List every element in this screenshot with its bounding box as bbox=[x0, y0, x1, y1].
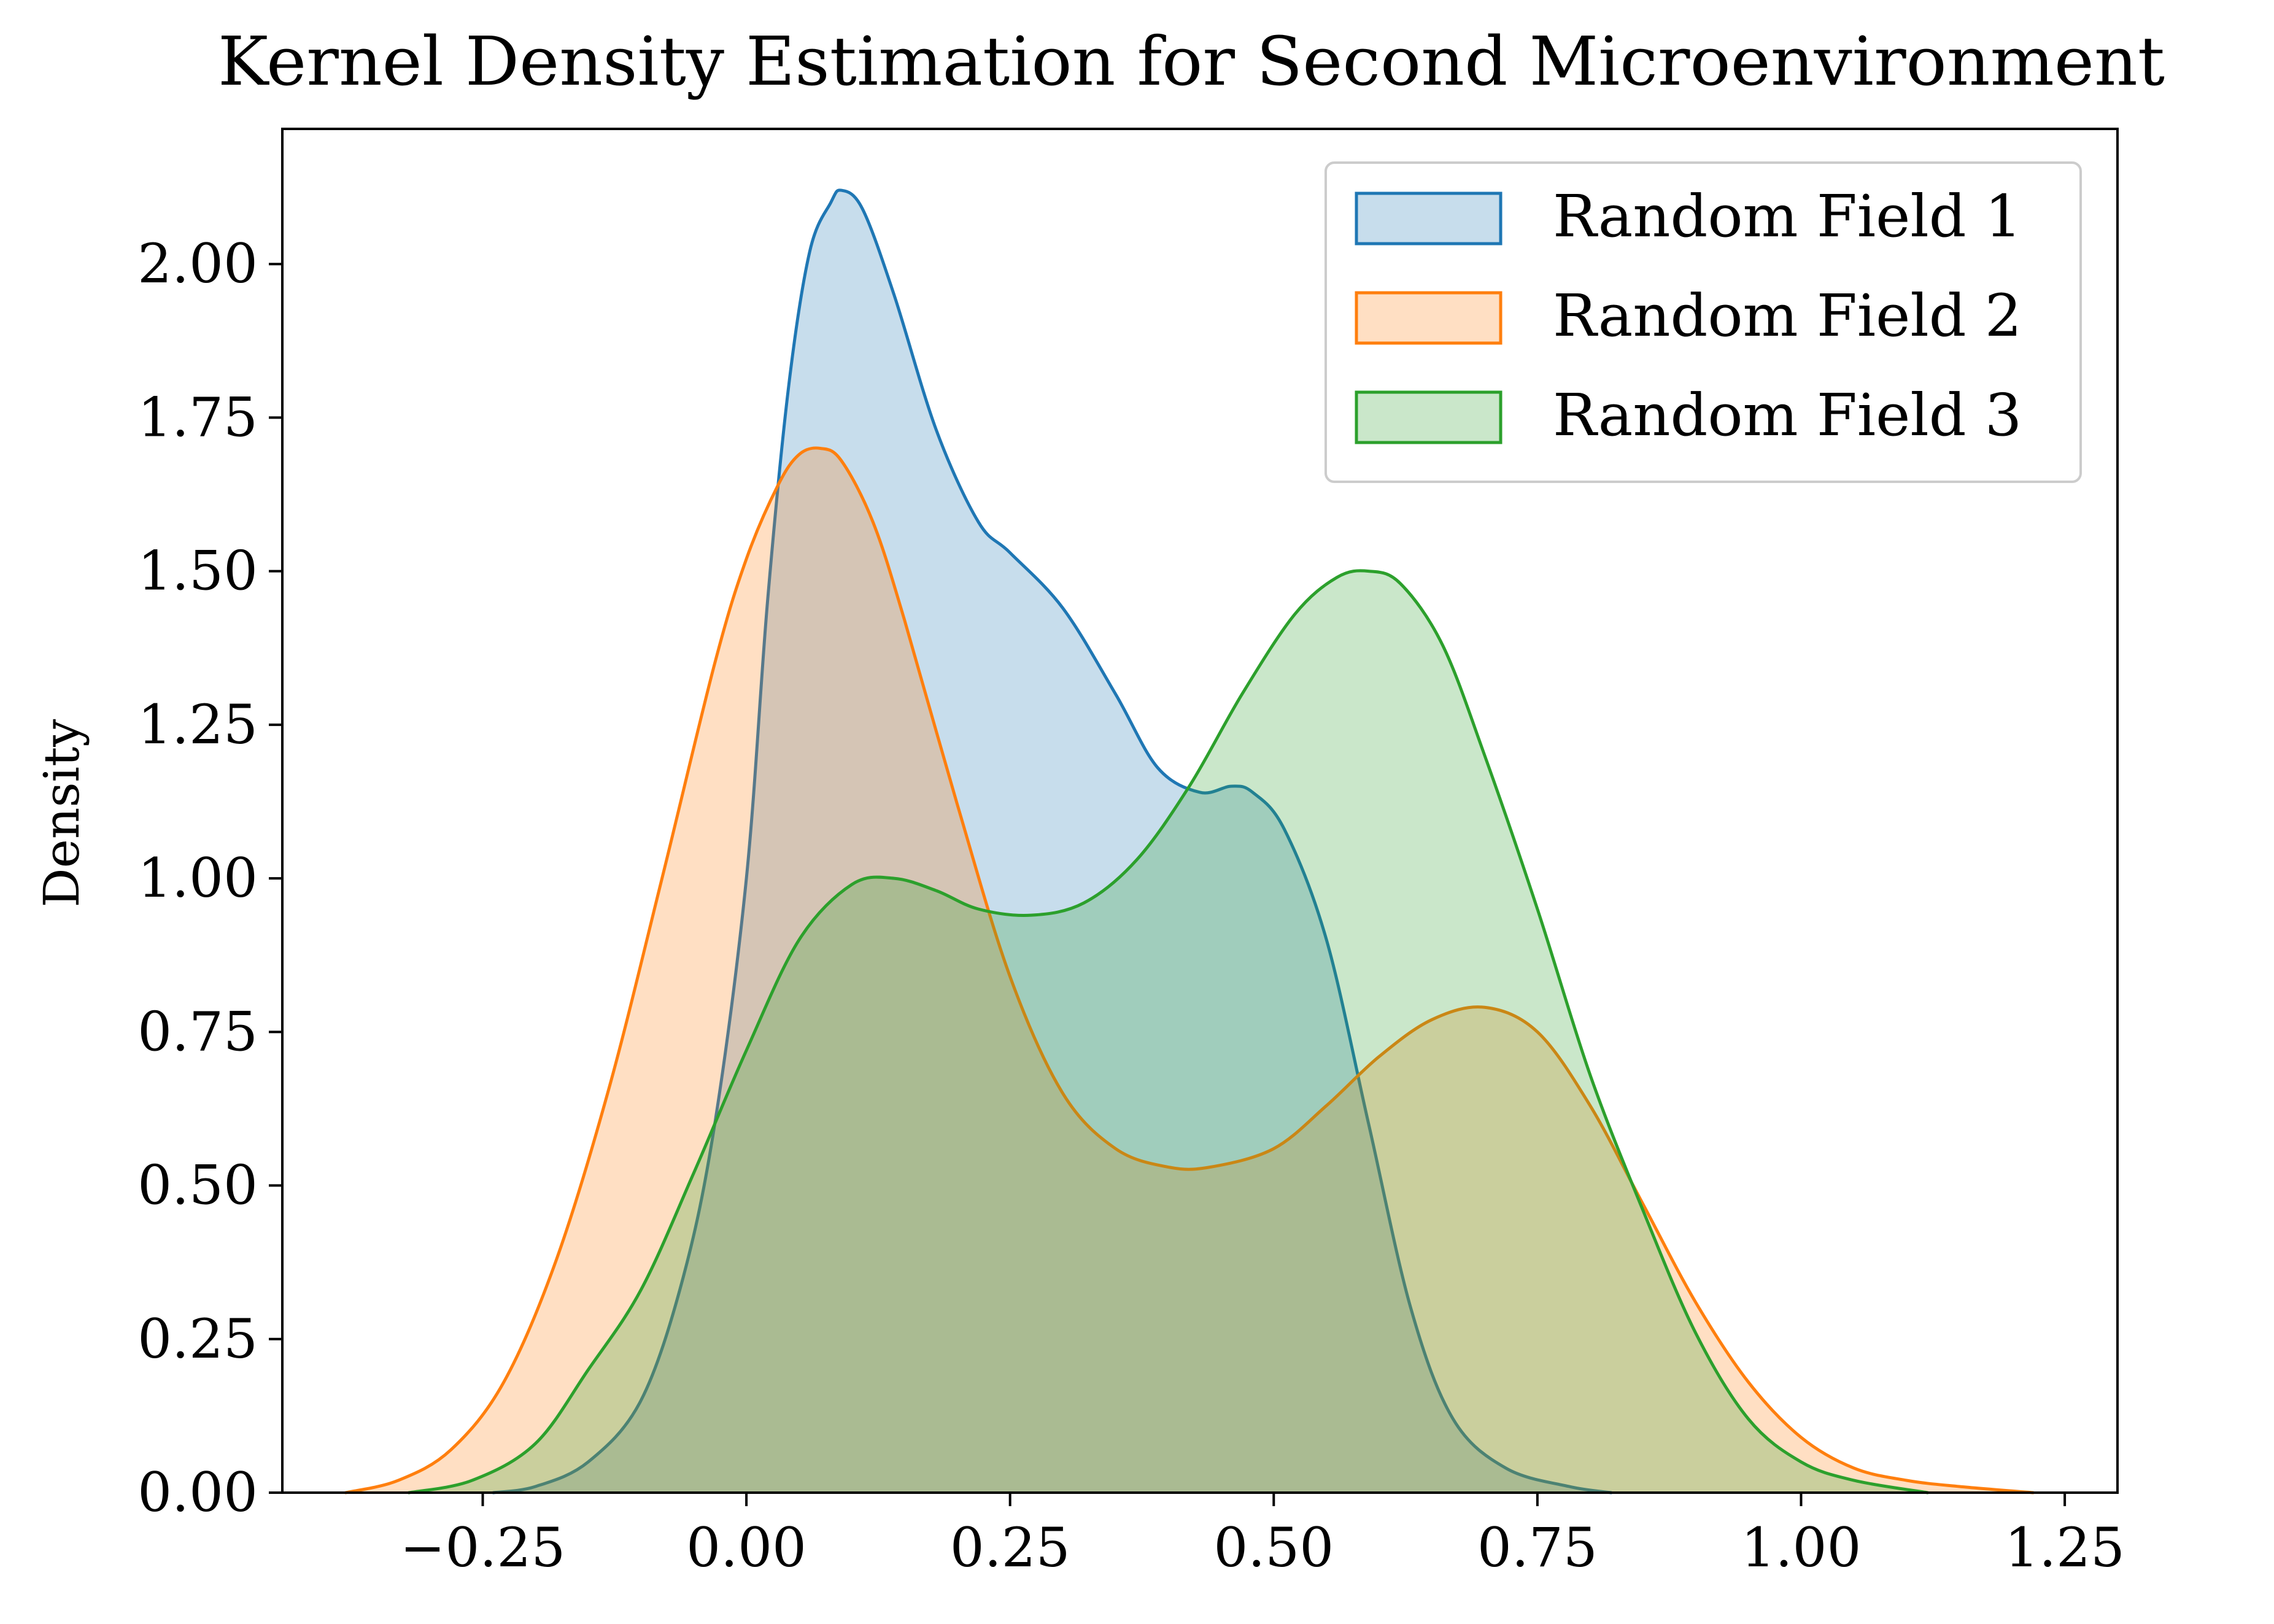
series-layer bbox=[344, 188, 2035, 1494]
y-tick-label: 1.75 bbox=[137, 385, 258, 449]
y-tick-label: 1.00 bbox=[137, 846, 258, 910]
chart-title: Kernel Density Estimation for Second Mic… bbox=[218, 22, 2165, 101]
legend-label-1: Random Field 1 bbox=[1553, 183, 2022, 250]
y-tick-label: 1.50 bbox=[137, 539, 258, 603]
series-area-3 bbox=[409, 570, 1928, 1493]
x-tick-label: 0.50 bbox=[1213, 1516, 1334, 1579]
legend: Random Field 1 Random Field 2 Random Field… bbox=[1325, 161, 2082, 483]
plot-frame bbox=[281, 128, 2119, 1494]
legend-box bbox=[1325, 161, 2082, 483]
legend-swatch-3 bbox=[1355, 390, 1502, 444]
x-tick-label: 0.00 bbox=[686, 1516, 806, 1579]
y-tick-label: 0.50 bbox=[137, 1154, 258, 1217]
series-line-3 bbox=[407, 569, 1930, 1494]
y-tick-label: 0.25 bbox=[137, 1307, 258, 1371]
legend-swatch-2 bbox=[1355, 291, 1502, 345]
legend-label-2: Random Field 2 bbox=[1553, 282, 2022, 350]
series-line-1 bbox=[492, 188, 1613, 1494]
legend-label-3: Random Field 3 bbox=[1553, 382, 2022, 449]
x-tick-label: −0.25 bbox=[400, 1516, 566, 1579]
y-tick-label: 1.25 bbox=[137, 693, 258, 756]
y-tick-label: 0.75 bbox=[137, 1000, 258, 1063]
y-tick-label: 0.00 bbox=[137, 1461, 258, 1524]
y-axis-label: Density bbox=[33, 719, 90, 908]
series-area-1 bbox=[493, 190, 1612, 1493]
series-line-2 bbox=[344, 446, 2035, 1494]
legend-swatch-1 bbox=[1355, 191, 1502, 246]
x-tick-label: 1.00 bbox=[1741, 1516, 1862, 1579]
series-area-2 bbox=[346, 447, 2033, 1493]
x-tick-label: 0.25 bbox=[950, 1516, 1070, 1579]
x-tick-label: 1.25 bbox=[2005, 1516, 2125, 1579]
axes-layer: −0.25 0.00 0.25 0.50 0.75 1.00 1.25 0.00 0.25 0.5… bbox=[137, 128, 2125, 1579]
x-tick-label: 0.75 bbox=[1477, 1516, 1598, 1579]
y-tick-label: 2.00 bbox=[137, 232, 258, 295]
